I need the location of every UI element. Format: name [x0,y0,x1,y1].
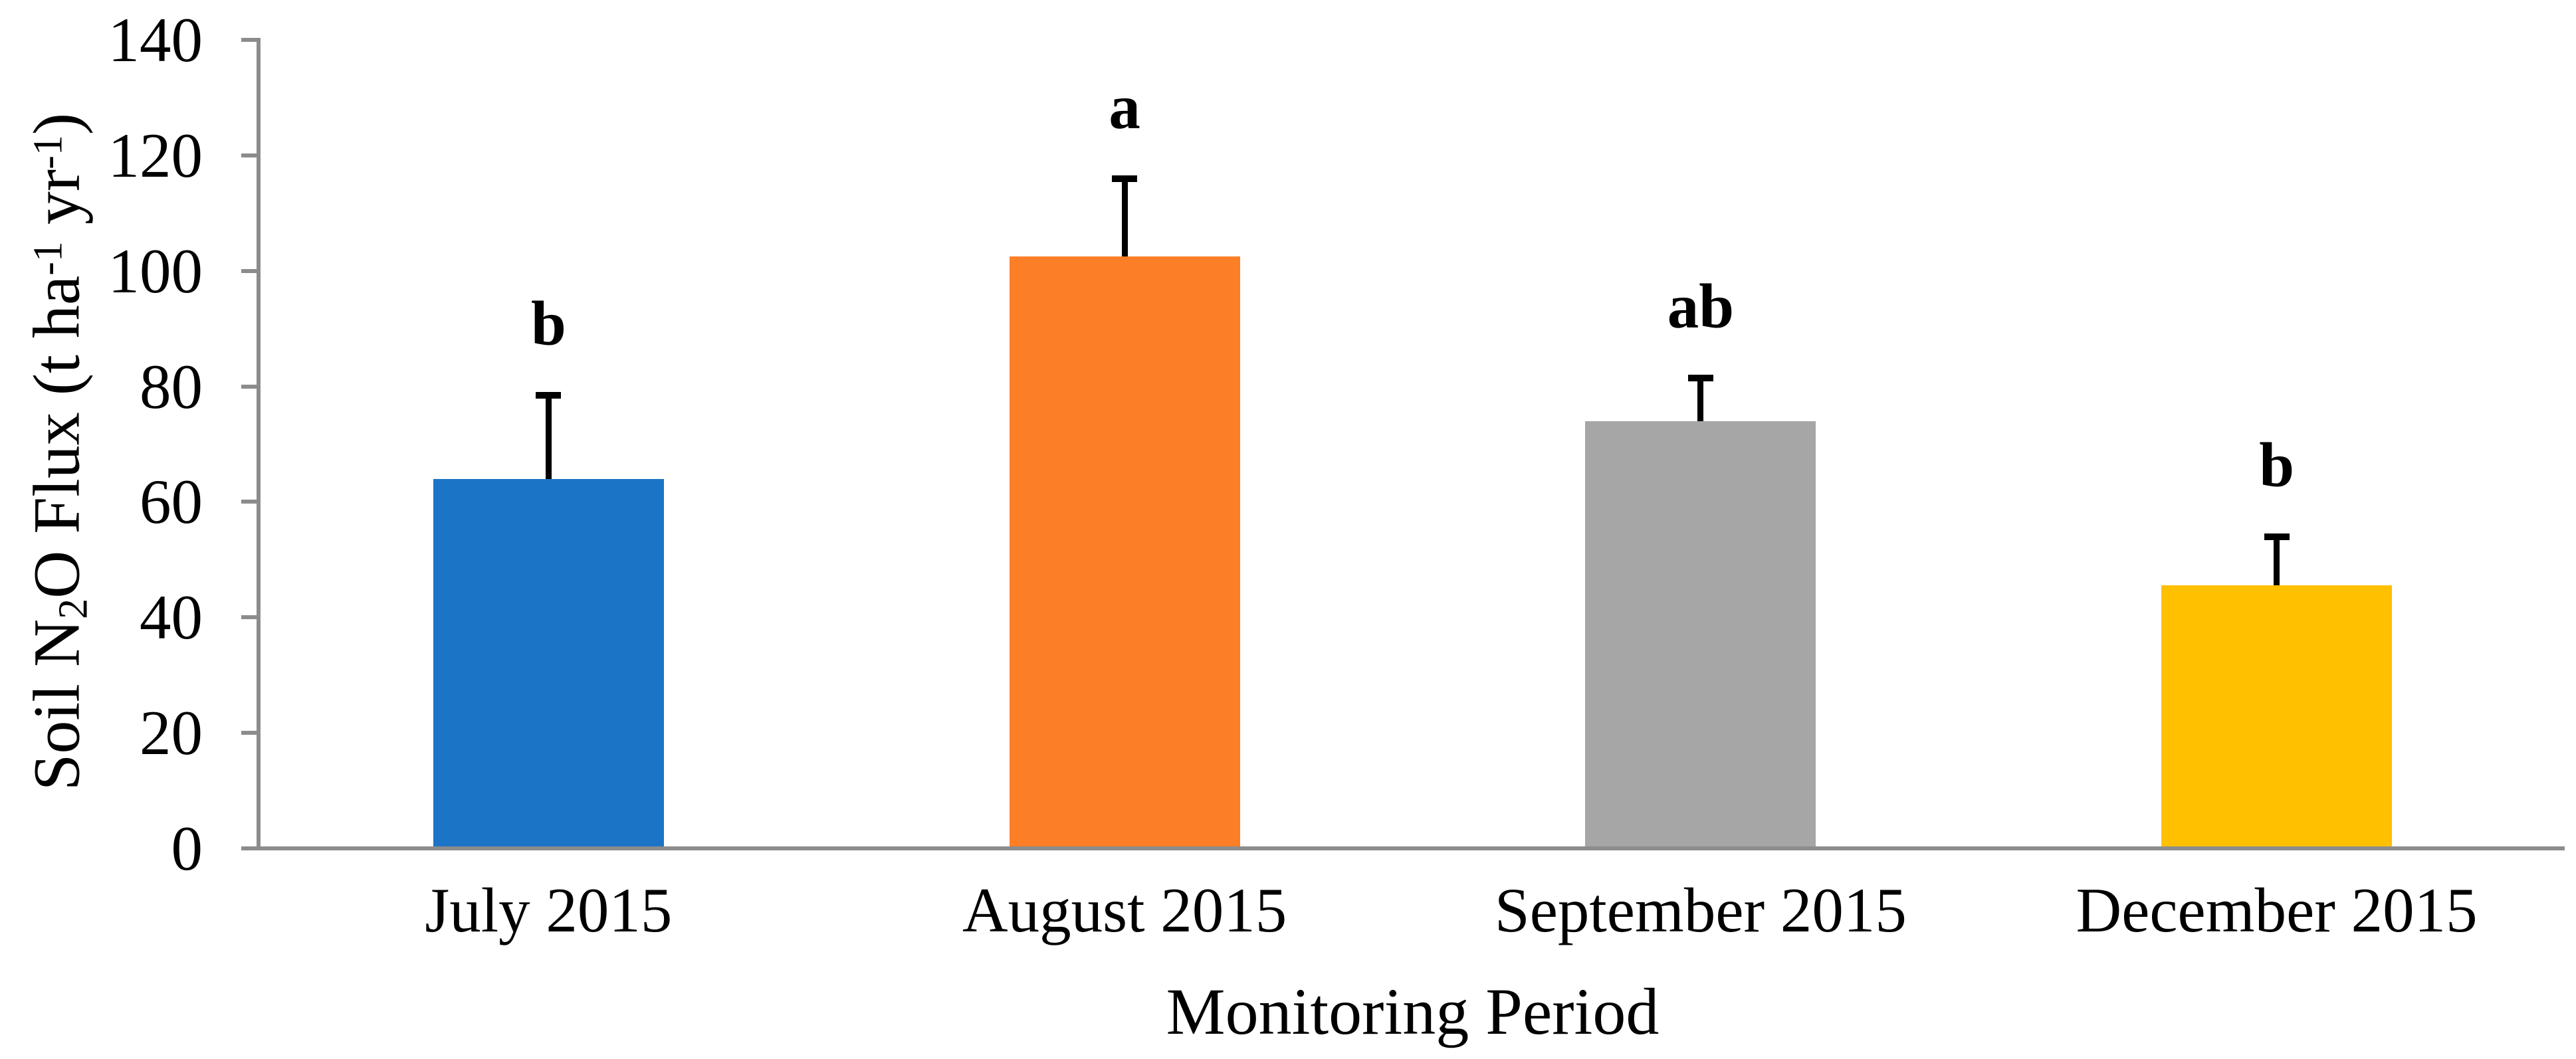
y-tick-label-40: 40 [140,582,203,653]
y-tick-120 [241,153,261,157]
y-axis-line [257,38,261,850]
error-bar-cap-august-2015 [1112,175,1138,183]
y-tick-label-80: 80 [140,351,203,422]
error-bar-line-july-2015 [545,399,552,479]
x-category-label-july-2015: July 2015 [425,875,673,945]
error-bar-line-september-2015 [1697,381,1704,421]
x-category-label-september-2015: September 2015 [1494,875,1907,945]
bar-august-2015 [1009,256,1240,848]
y-tick-label-140: 140 [108,5,203,75]
y-tick-100 [241,268,261,273]
y-tick-60 [241,500,261,504]
x-axis-title: Monitoring Period [1166,975,1660,1048]
y-tick-label-0: 0 [171,813,203,884]
error-bar-cap-september-2015 [1687,375,1713,382]
y-tick-140 [241,38,261,42]
sig-letter-july-2015: b [530,288,566,359]
bar-december-2015 [2161,585,2393,848]
y-tick-40 [241,615,261,620]
y-tick-label-120: 120 [108,120,203,191]
y-tick-label-100: 100 [108,235,203,306]
sig-letter-september-2015: ab [1667,271,1735,342]
error-bar-cap-july-2015 [536,392,562,399]
error-bar-line-december-2015 [2274,540,2280,586]
y-axis-title-part: O Flux (t ha [19,275,94,599]
y-tick-label-60: 60 [140,466,203,537]
y-tick-label-20: 20 [140,698,203,769]
x-axis-line [241,846,2565,850]
sig-letter-august-2015: a [1109,72,1140,143]
error-bar-cap-december-2015 [2264,533,2290,541]
y-tick-80 [241,384,261,389]
sig-letter-december-2015: b [2259,430,2295,501]
y-axis-title: Soil N2O Flux (t ha-1 yr-1) [19,113,96,791]
y-tick-20 [241,731,261,735]
x-category-label-december-2015: December 2015 [2076,875,2478,945]
bar-september-2015 [1585,421,1816,848]
x-category-label-august-2015: August 2015 [962,875,1287,945]
bar-july-2015 [433,478,664,848]
error-bar-line-august-2015 [1121,182,1128,256]
